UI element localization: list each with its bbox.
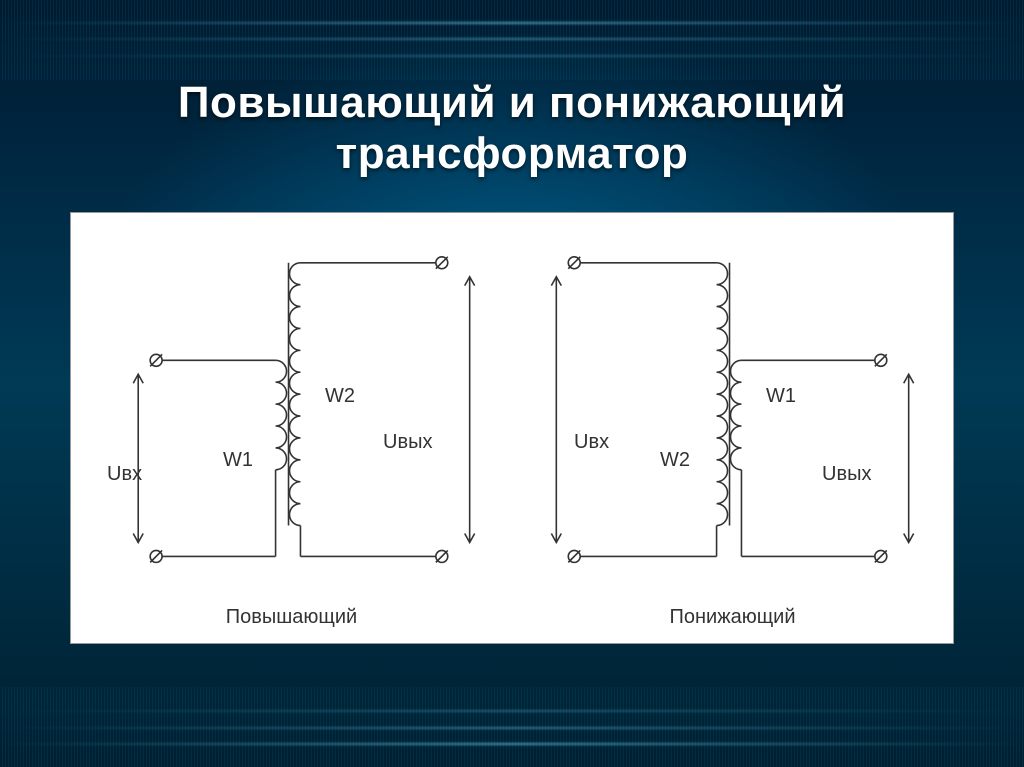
slide-title: Повышающий и понижающий трансформатор (0, 0, 1024, 179)
step-down-svg (512, 213, 953, 643)
label-w1-right: W1 (766, 385, 796, 408)
label-uout-right: Uвых (822, 463, 871, 486)
caption-step-up: Повышающий (71, 606, 512, 629)
diagram-step-up: Uвх W1 W2 Uвых Повышающий (71, 213, 512, 643)
caption-step-down: Понижающий (512, 606, 953, 629)
diagram-step-down: Uвх W1 W2 Uвых Понижающий (512, 213, 953, 643)
step-up-svg (71, 213, 512, 643)
label-uin-left: Uвх (107, 463, 142, 486)
label-uout-left: Uвых (383, 431, 432, 454)
label-uin-right: Uвх (574, 431, 609, 454)
label-w2-right: W2 (660, 449, 690, 472)
title-line-2: трансформатор (0, 129, 1024, 180)
title-line-1: Повышающий и понижающий (0, 78, 1024, 129)
label-w2-left: W2 (325, 385, 355, 408)
diagram-panel: Uвх W1 W2 Uвых Повышающий Uвх W1 W2 Uвых… (70, 212, 954, 644)
label-w1-left: W1 (223, 449, 253, 472)
